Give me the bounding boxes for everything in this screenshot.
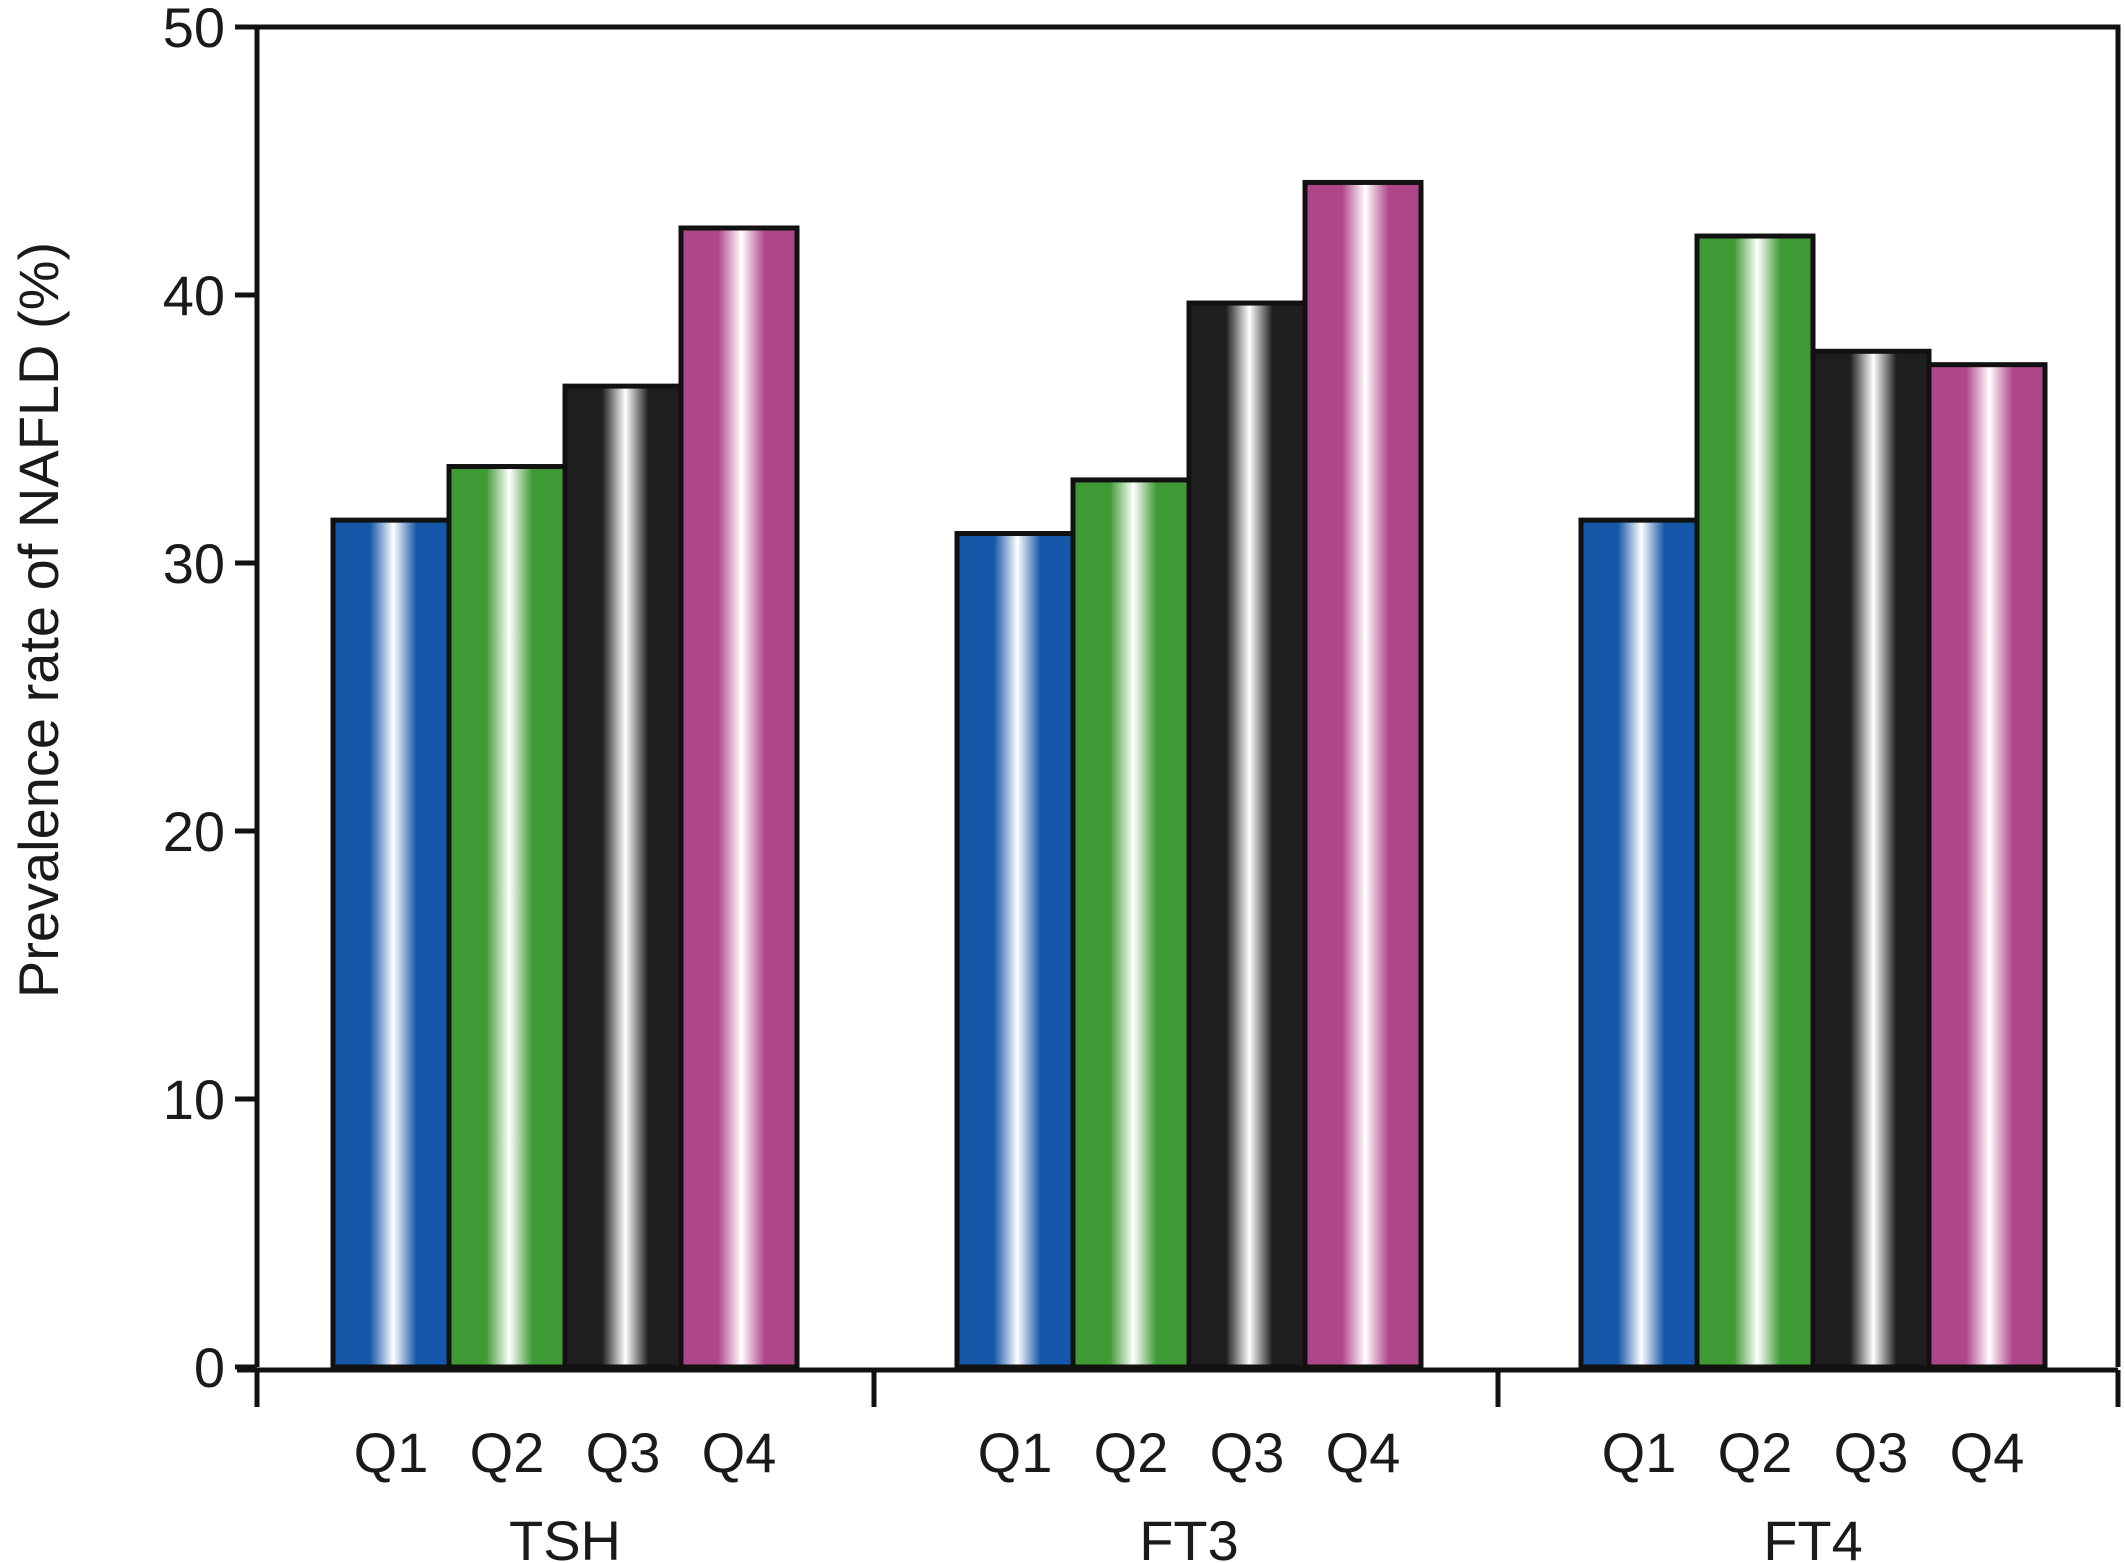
- bar-tsh-q1: [330, 517, 452, 1370]
- y-tick-label: 10: [163, 1068, 225, 1131]
- bar-ft3-q3: [1186, 300, 1308, 1370]
- bar-tsh-q4: [678, 225, 800, 1370]
- category-label: Q2: [1094, 1421, 1169, 1484]
- y-tick-label: 40: [163, 264, 225, 327]
- group-label-ft4: FT4: [1763, 1509, 1863, 1563]
- bar-ft3-q4: [1302, 179, 1424, 1370]
- bar-ft3-q1: [954, 531, 1076, 1370]
- y-tick-label: 0: [194, 1336, 225, 1399]
- category-label: Q3: [1210, 1421, 1285, 1484]
- category-label: Q4: [1950, 1421, 2025, 1484]
- group-label-tsh: TSH: [509, 1509, 621, 1563]
- bar-ft3-q2: [1070, 477, 1192, 1370]
- y-tick-label: 50: [163, 0, 225, 59]
- bar-ft4-q1: [1578, 517, 1700, 1370]
- category-label: Q4: [1326, 1421, 1401, 1484]
- bar-ft4-q3: [1810, 348, 1932, 1370]
- y-axis-title: Prevalence rate of NAFLD (%): [7, 242, 70, 998]
- category-label: Q1: [354, 1421, 429, 1484]
- y-tick-label: 30: [163, 532, 225, 595]
- axes: [235, 24, 2121, 1407]
- bar-ft4-q4: [1926, 362, 2048, 1370]
- bar-tsh-q2: [446, 464, 568, 1370]
- plot-frame: [254, 24, 2121, 1367]
- category-label: Q2: [470, 1421, 545, 1484]
- category-label: Q4: [702, 1421, 777, 1484]
- bar-tsh-q3: [562, 383, 684, 1370]
- category-label: Q3: [1834, 1421, 1909, 1484]
- category-label: Q2: [1718, 1421, 1793, 1484]
- axis-labels: 0 10 20 30 40 50 Q1 Q2 Q3 Q4 TSH Q1 Q2 Q3 Q4 FT3 Q1 Q2 Q3 Q…: [163, 0, 2025, 1563]
- y-tick-label: 20: [163, 800, 225, 863]
- category-label: Q1: [978, 1421, 1053, 1484]
- category-label: Q3: [586, 1421, 661, 1484]
- bars: [330, 179, 2048, 1370]
- category-label: Q1: [1602, 1421, 1677, 1484]
- bar-ft4-q2: [1694, 233, 1816, 1370]
- group-label-ft3: FT3: [1139, 1509, 1239, 1563]
